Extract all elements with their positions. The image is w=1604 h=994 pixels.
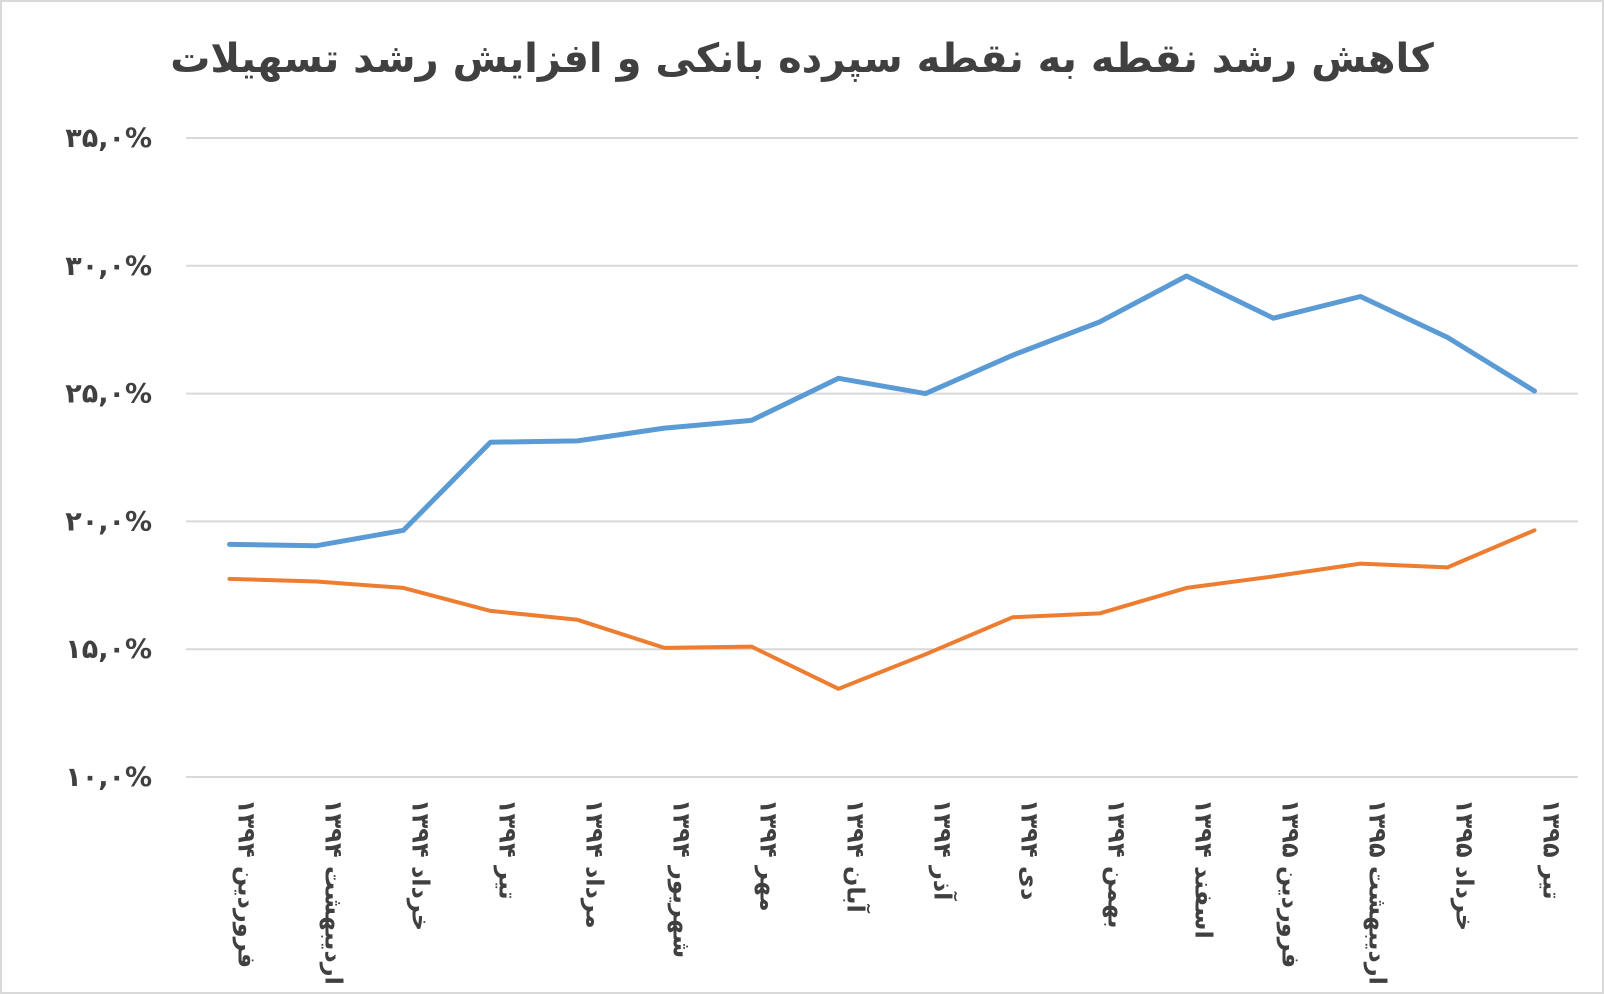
chart-title: کاهش رشد نقطه به نقطه سپرده بانکی و افزا… [170, 36, 1434, 82]
x-tick-label: مهر ۱۳۹۴ [755, 799, 783, 912]
x-tick-label: اسفند ۱۳۹۴ [1190, 799, 1218, 939]
y-tick-label: ۱۵,۰% [65, 634, 152, 665]
gridlines [186, 137, 1578, 778]
x-tick-label: تیر ۱۳۹۴ [494, 799, 522, 900]
series-line-blue [227, 273, 1537, 549]
y-tick-label: ۳۵,۰% [65, 123, 152, 154]
x-tick-label: اردیبهشت ۱۳۹۴ [320, 799, 348, 985]
x-tick-label: آبان ۱۳۹۴ [842, 799, 871, 913]
y-tick-label: ۲۵,۰% [65, 379, 152, 410]
x-tick-label: تیر ۱۳۹۵ [1538, 799, 1566, 900]
series-lines [227, 273, 1537, 691]
x-tick-label: خرداد ۱۳۹۴ [407, 799, 435, 931]
x-tick-label: بهمن ۱۳۹۴ [1103, 799, 1131, 929]
x-tick-label: مرداد ۱۳۹۴ [581, 799, 609, 929]
x-axis: فروردین ۱۳۹۴ اردیبهشت ۱۳۹۴ خرداد ۱۳۹۴ تیر ۱… [233, 799, 1566, 985]
y-axis: ۱۰,۰% ۱۵,۰% ۲۰,۰% ۲۵,۰% ۳۰,۰% ۳۵,۰% [65, 123, 152, 793]
y-tick-label: ۳۰,۰% [65, 251, 152, 282]
x-tick-label: خرداد ۱۳۹۵ [1451, 799, 1479, 931]
y-tick-label: ۲۰,۰% [65, 506, 152, 537]
x-tick-label: اردیبهشت ۱۳۹۵ [1364, 799, 1392, 985]
y-tick-label: ۱۰,۰% [65, 762, 152, 793]
x-tick-label: فروردین ۱۳۹۵ [1277, 799, 1305, 968]
series-line-orange [227, 528, 1537, 691]
x-tick-label: دی ۱۳۹۴ [1016, 799, 1044, 900]
x-tick-label: آذر ۱۳۹۴ [929, 799, 958, 901]
x-tick-label: شهریور ۱۳۹۴ [668, 799, 696, 958]
x-tick-label: فروردین ۱۳۹۴ [233, 799, 261, 968]
